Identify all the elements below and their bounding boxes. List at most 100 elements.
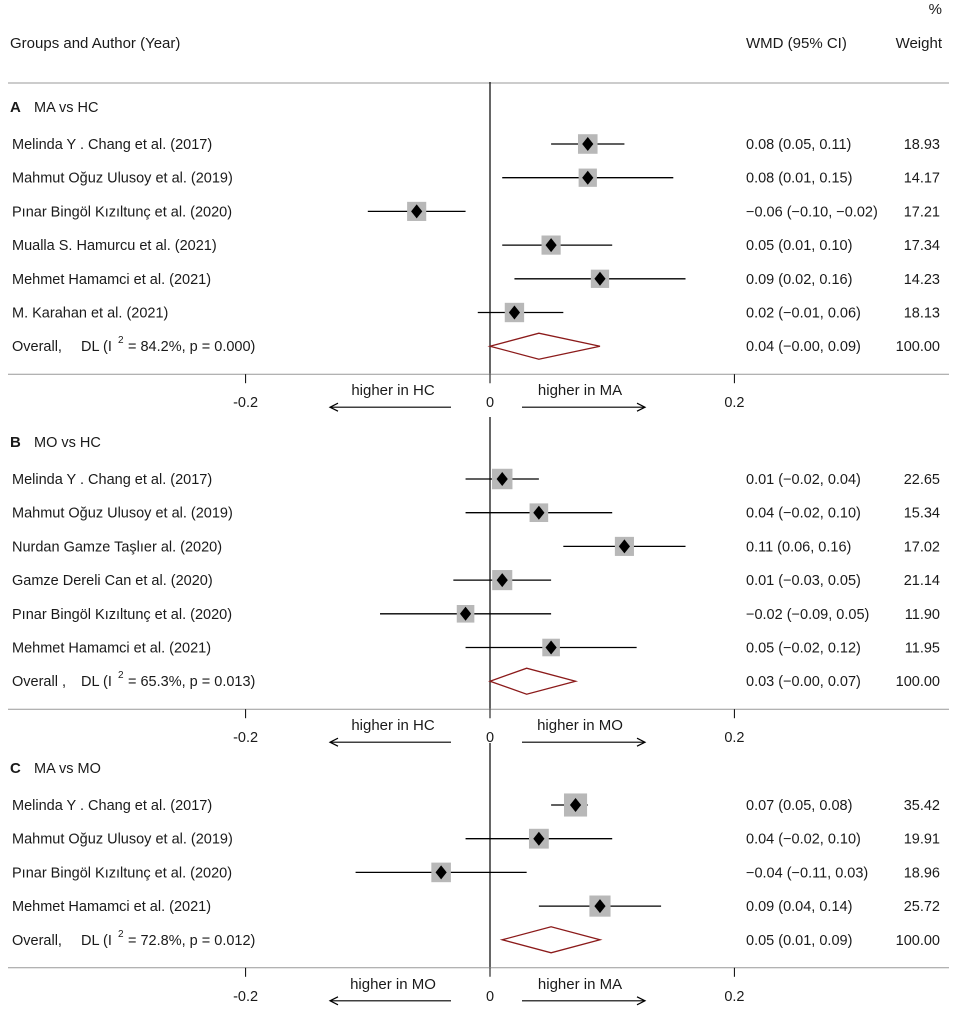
right-direction-label: higher in MA <box>538 382 622 399</box>
panel-letter: C <box>10 760 21 777</box>
study-point-estimate <box>545 640 557 655</box>
overall-row: Overall , DL (I 2 = 65.3%, p = 0.013) 0.03 (… <box>12 667 940 695</box>
study-point-estimate <box>618 539 631 554</box>
study-point-estimate <box>435 865 447 880</box>
right-direction-label: higher in MA <box>538 976 622 993</box>
panel-letter: A <box>10 99 21 116</box>
study-point-estimate <box>545 238 557 253</box>
axis-tick-label: 0 <box>486 730 494 746</box>
study-point-estimate <box>582 137 594 151</box>
study-weight-text: 11.90 <box>905 607 940 623</box>
study-ci-text: 0.09 (0.04, 0.14) <box>746 899 852 915</box>
study-ci-text: −0.02 (−0.09, 0.05) <box>746 607 869 623</box>
overall-weight-text: 100.00 <box>896 933 940 949</box>
overall-label: Overall , <box>12 674 66 690</box>
study-label: Mehmet Hamamci et al. (2021) <box>12 641 211 657</box>
study-label: Nurdan Gamze Taşlıer al. (2020) <box>12 539 222 555</box>
study-point-estimate <box>533 831 545 846</box>
axis-tick-label: -0.2 <box>233 730 258 746</box>
study-row: Nurdan Gamze Taşlıer al. (2020) 0.11 (0.0… <box>12 536 940 556</box>
study-row: Pınar Bingöl Kızıltunç et al. (2020) −0.0… <box>12 201 940 221</box>
overall-diamond <box>488 667 579 695</box>
study-label: Mahmut Oğuz Ulusoy et al. (2019) <box>12 171 233 187</box>
study-label: Mualla S. Hamurcu et al. (2021) <box>12 238 217 254</box>
study-row: Mehmet Hamamci et al. (2021) 0.05 (−0.02,… <box>12 638 940 657</box>
study-ci-text: 0.04 (−0.02, 0.10) <box>746 506 861 522</box>
study-ci-text: 0.01 (−0.02, 0.04) <box>746 472 861 488</box>
axis-tick-label: -0.2 <box>233 395 258 411</box>
overall-i2-superscript: 2 <box>118 335 124 346</box>
right-arrow-head <box>636 737 647 747</box>
study-label: Pınar Bingöl Kızıltunç et al. (2020) <box>12 607 232 623</box>
study-weight-text: 15.34 <box>904 506 940 522</box>
overall-dl-label: DL (I <box>81 933 112 949</box>
overall-i2-superscript: 2 <box>118 670 124 681</box>
overall-dl-label: DL (I <box>81 674 112 690</box>
panel-title: MO vs HC <box>34 435 101 451</box>
study-weight-text: 19.91 <box>904 832 940 848</box>
panel-a: A MA vs HC Melinda Y . Chang et al. (2017)… <box>8 82 949 412</box>
right-arrow-head <box>636 402 647 412</box>
study-row: Pınar Bingöl Kızıltunç et al. (2020) −0.0… <box>12 605 940 623</box>
overall-label: Overall, <box>12 339 62 355</box>
study-weight-text: 17.02 <box>904 539 940 555</box>
overall-ci-text: 0.04 (−0.00, 0.09) <box>746 339 861 355</box>
left-direction-label: higher in HC <box>351 382 435 399</box>
left-direction-label: higher in HC <box>351 717 435 734</box>
axis-tick-label: 0 <box>486 989 494 1005</box>
study-row: Mehmet Hamamci et al. (2021) 0.09 (0.04, … <box>12 895 940 917</box>
study-ci-text: 0.05 (0.01, 0.10) <box>746 238 852 254</box>
study-row: Pınar Bingöl Kızıltunç et al. (2020) −0.0… <box>12 862 940 883</box>
study-label: Pınar Bingöl Kızıltunç et al. (2020) <box>12 865 232 881</box>
overall-ci-text: 0.03 (−0.00, 0.07) <box>746 674 861 690</box>
header-weight-percent: % <box>929 1 942 18</box>
study-point-estimate <box>459 606 472 621</box>
study-label: Pınar Bingöl Kızıltunç et al. (2020) <box>12 204 232 220</box>
axis-tick-label: 0 <box>486 395 494 411</box>
study-label: Melinda Y . Chang et al. (2017) <box>12 137 212 153</box>
study-ci-text: −0.06 (−0.10, −0.02) <box>746 204 878 220</box>
axis-tick-label: 0.2 <box>724 730 744 746</box>
study-row: Melinda Y . Chang et al. (2017) 0.01 (−0.… <box>12 468 940 490</box>
overall-ci-text: 0.05 (0.01, 0.09) <box>746 933 852 949</box>
left-arrow-head <box>328 737 339 747</box>
axis-tick-label: 0.2 <box>724 989 744 1005</box>
study-ci-text: 0.11 (0.06, 0.16) <box>746 539 851 555</box>
study-weight-text: 25.72 <box>904 899 940 915</box>
study-ci-text: 0.05 (−0.02, 0.12) <box>746 641 861 657</box>
right-direction-label: higher in MO <box>537 717 623 734</box>
study-row: Melinda Y . Chang et al. (2017) 0.08 (0.0… <box>12 134 940 154</box>
study-ci-text: 0.09 (0.02, 0.16) <box>746 272 852 288</box>
study-label: M. Karahan et al. (2021) <box>12 306 168 322</box>
study-point-estimate <box>496 573 508 588</box>
study-ci-text: 0.07 (0.05, 0.08) <box>746 798 852 814</box>
overall-heterogeneity-text: = 84.2%, p = 0.000) <box>128 339 255 355</box>
panel-letter: B <box>10 434 21 451</box>
overall-diamond <box>487 332 601 360</box>
study-weight-text: 21.14 <box>904 573 940 589</box>
study-weight-text: 18.13 <box>904 306 940 322</box>
study-label: Melinda Y . Chang et al. (2017) <box>12 472 212 488</box>
study-label: Gamze Dereli Can et al. (2020) <box>12 573 213 589</box>
study-label: Melinda Y . Chang et al. (2017) <box>12 798 212 814</box>
overall-weight-text: 100.00 <box>896 674 940 690</box>
study-row: Mualla S. Hamurcu et al. (2021) 0.05 (0.0… <box>12 235 940 255</box>
study-weight-text: 14.23 <box>904 272 940 288</box>
study-point-estimate <box>594 899 606 914</box>
overall-i2-superscript: 2 <box>118 929 124 940</box>
header-wmd-label: WMD (95% CI) <box>746 35 847 52</box>
study-point-estimate <box>411 204 423 219</box>
left-direction-label: higher in MO <box>350 976 436 993</box>
study-row: M. Karahan et al. (2021) 0.02 (−0.01, 0.0… <box>12 302 940 323</box>
left-arrow-head <box>328 996 339 1006</box>
overall-heterogeneity-text: = 72.8%, p = 0.012) <box>128 933 255 949</box>
overall-row: Overall, DL (I 2 = 84.2%, p = 0.000) 0.04 (−… <box>12 332 940 360</box>
header-author-label: Groups and Author (Year) <box>10 35 180 52</box>
study-weight-text: 18.96 <box>904 865 940 881</box>
forest-panels: A MA vs HC Melinda Y . Chang et al. (2017)… <box>8 82 949 1006</box>
study-row: Mahmut Oğuz Ulusoy et al. (2019) 0.08 (0.… <box>12 168 940 187</box>
panel-title: MA vs HC <box>34 100 98 116</box>
study-ci-text: 0.04 (−0.02, 0.10) <box>746 832 861 848</box>
study-weight-text: 35.42 <box>904 798 940 814</box>
study-weight-text: 22.65 <box>904 472 940 488</box>
